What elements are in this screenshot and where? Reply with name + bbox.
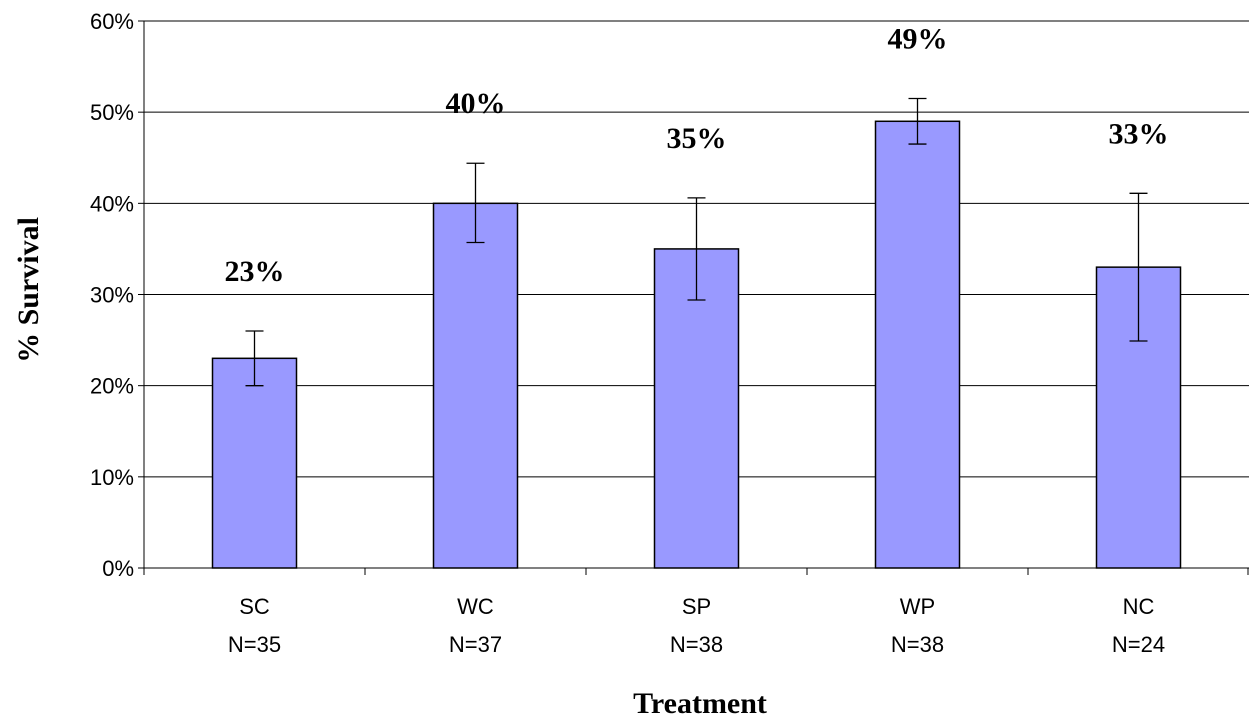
error-bar-wc xyxy=(466,162,485,244)
bars xyxy=(211,120,1182,569)
sample-size-label-sp: N=38 xyxy=(670,632,723,657)
error-bars xyxy=(245,97,1148,387)
bar-wc xyxy=(432,202,519,569)
y-tick-label: 60% xyxy=(90,9,134,34)
sample-size-label-sc: N=35 xyxy=(228,632,281,657)
category-label-sp: SP xyxy=(682,594,711,619)
sample-size-label-wc: N=37 xyxy=(449,632,502,657)
data-label-wc: 40% xyxy=(446,87,506,120)
data-label-sc: 23% xyxy=(225,255,285,288)
sample-size-label-nc: N=24 xyxy=(1112,632,1165,657)
category-label-nc: NC xyxy=(1123,594,1155,619)
x-axis-title: Treatment xyxy=(633,687,767,720)
category-label-sc: SC xyxy=(239,594,270,619)
data-label-wp: 49% xyxy=(888,22,948,55)
category-label-wp: WP xyxy=(900,594,935,619)
data-label-nc: 33% xyxy=(1109,117,1169,150)
error-bar-sc xyxy=(245,330,264,387)
data-label-sp: 35% xyxy=(667,122,727,155)
y-axis-title: % Survival xyxy=(12,217,45,363)
error-bar-nc xyxy=(1129,192,1148,342)
error-bar-wp xyxy=(908,97,927,145)
error-bar-sp xyxy=(687,197,706,301)
bar-sp xyxy=(653,248,740,569)
y-tick-label: 0% xyxy=(102,556,134,581)
y-tick-label: 20% xyxy=(90,374,134,399)
category-label-wc: WC xyxy=(457,594,494,619)
labels: 23% SC N=35 40% WC N=37 35% SP N=38 49% WP N=38 33% N… xyxy=(225,22,1169,657)
y-tick-label: 40% xyxy=(90,191,134,216)
bar-sc xyxy=(211,357,298,569)
sample-size-label-wp: N=38 xyxy=(891,632,944,657)
y-tick-label: 10% xyxy=(90,465,134,490)
bar-wp xyxy=(874,120,961,569)
axes: 0% 10% 20% 30% 40% 50% 60% xyxy=(90,9,1249,581)
y-tick-label: 30% xyxy=(90,283,134,308)
y-tick-label: 50% xyxy=(90,100,134,125)
